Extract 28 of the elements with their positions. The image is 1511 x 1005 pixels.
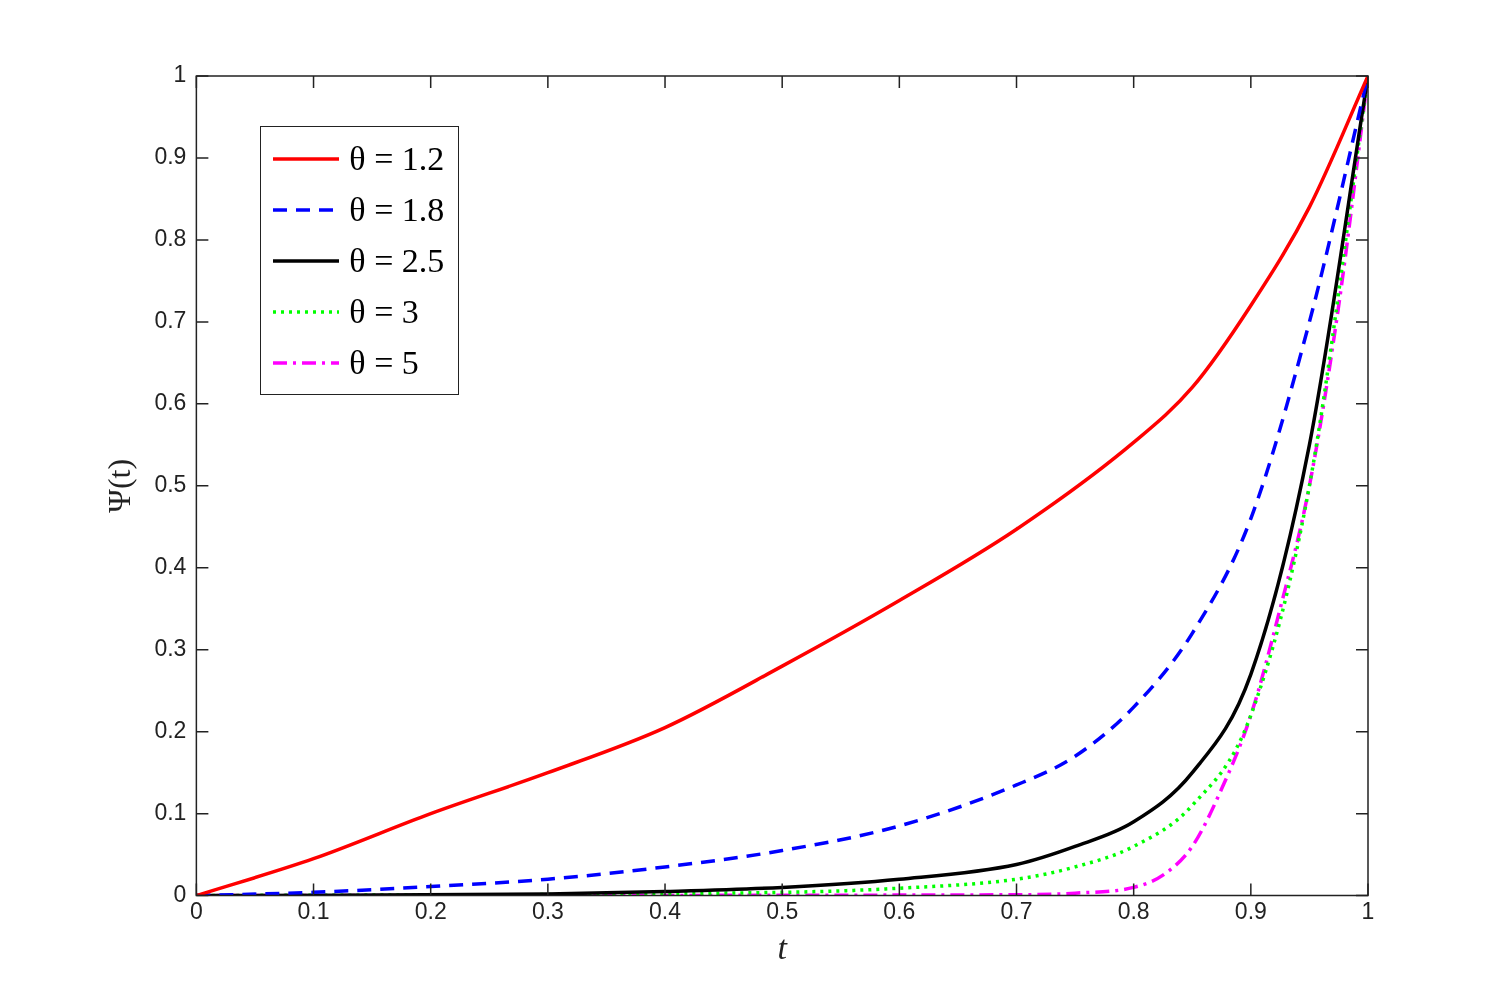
x-tick-label: 0.8: [1117, 897, 1150, 924]
y-tick-label: 0.5: [154, 471, 187, 498]
x-tick-label: 0.5: [766, 897, 799, 924]
y-tick-label: 0.9: [154, 143, 187, 170]
x-tick-label: 0.3: [531, 897, 564, 924]
y-tick-label: 0.6: [154, 389, 187, 416]
x-tick-label: 0.7: [1000, 897, 1033, 924]
legend-label: θ = 2.5: [349, 241, 445, 280]
x-tick-label: 0.2: [414, 897, 447, 924]
legend-label: θ = 3: [349, 292, 419, 331]
y-tick-label: 0.3: [154, 635, 187, 662]
x-tick-label: 0.1: [297, 897, 330, 924]
legend-label: θ = 5: [349, 343, 419, 382]
x-tick-label: 0.4: [649, 897, 682, 924]
y-tick-label: 0.1: [154, 798, 187, 825]
x-tick-label: 1: [1361, 897, 1375, 924]
y-tick-label: 0.2: [154, 717, 187, 744]
x-tick-label: 0.6: [883, 897, 916, 924]
x-axis-title: t: [777, 928, 789, 966]
legend-label: θ = 1.8: [349, 190, 445, 229]
y-tick-label: 0: [173, 880, 187, 907]
y-tick-label: 1: [173, 61, 187, 88]
y-tick-label: 0.7: [154, 307, 187, 334]
y-tick-label: 0.4: [154, 553, 187, 580]
legend-label: θ = 1.2: [349, 139, 445, 178]
y-tick-label: 0.8: [154, 225, 187, 252]
y-axis-title: Ψ(t): [100, 458, 137, 513]
x-tick-label: 0.9: [1234, 897, 1267, 924]
